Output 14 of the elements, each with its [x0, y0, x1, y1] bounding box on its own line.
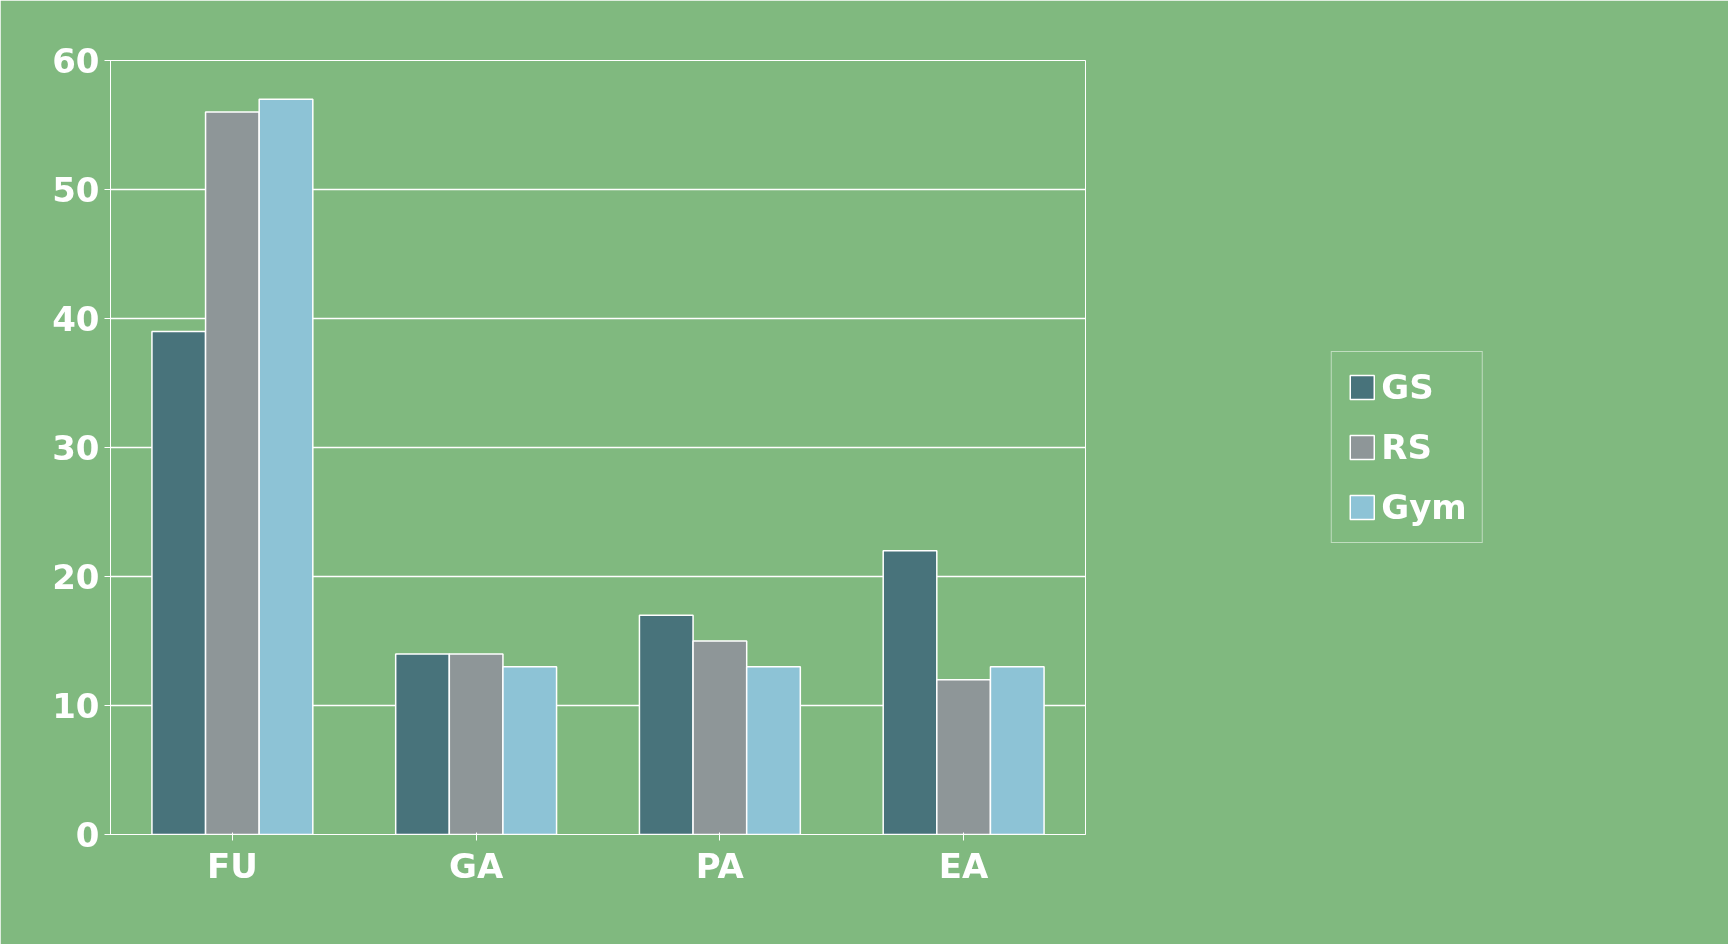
x-tick-label: EA	[938, 845, 990, 886]
x-tick-label: FU	[206, 845, 258, 886]
y-tick-label: 40	[52, 299, 100, 339]
x-tick-label: PA	[695, 845, 745, 886]
y-tick-label: 10	[52, 686, 100, 726]
y-tick-label: 30	[52, 428, 100, 468]
y-tick-label: 60	[52, 41, 100, 81]
legend-label: RS	[1381, 427, 1432, 467]
y-tick-label: 50	[52, 170, 100, 210]
y-tick-label: 0	[75, 815, 100, 855]
y-tick-label: 20	[52, 557, 100, 597]
x-tick-label: GA	[449, 845, 504, 886]
legend-label: Gym	[1381, 487, 1467, 527]
legend-label: GS	[1381, 367, 1434, 407]
